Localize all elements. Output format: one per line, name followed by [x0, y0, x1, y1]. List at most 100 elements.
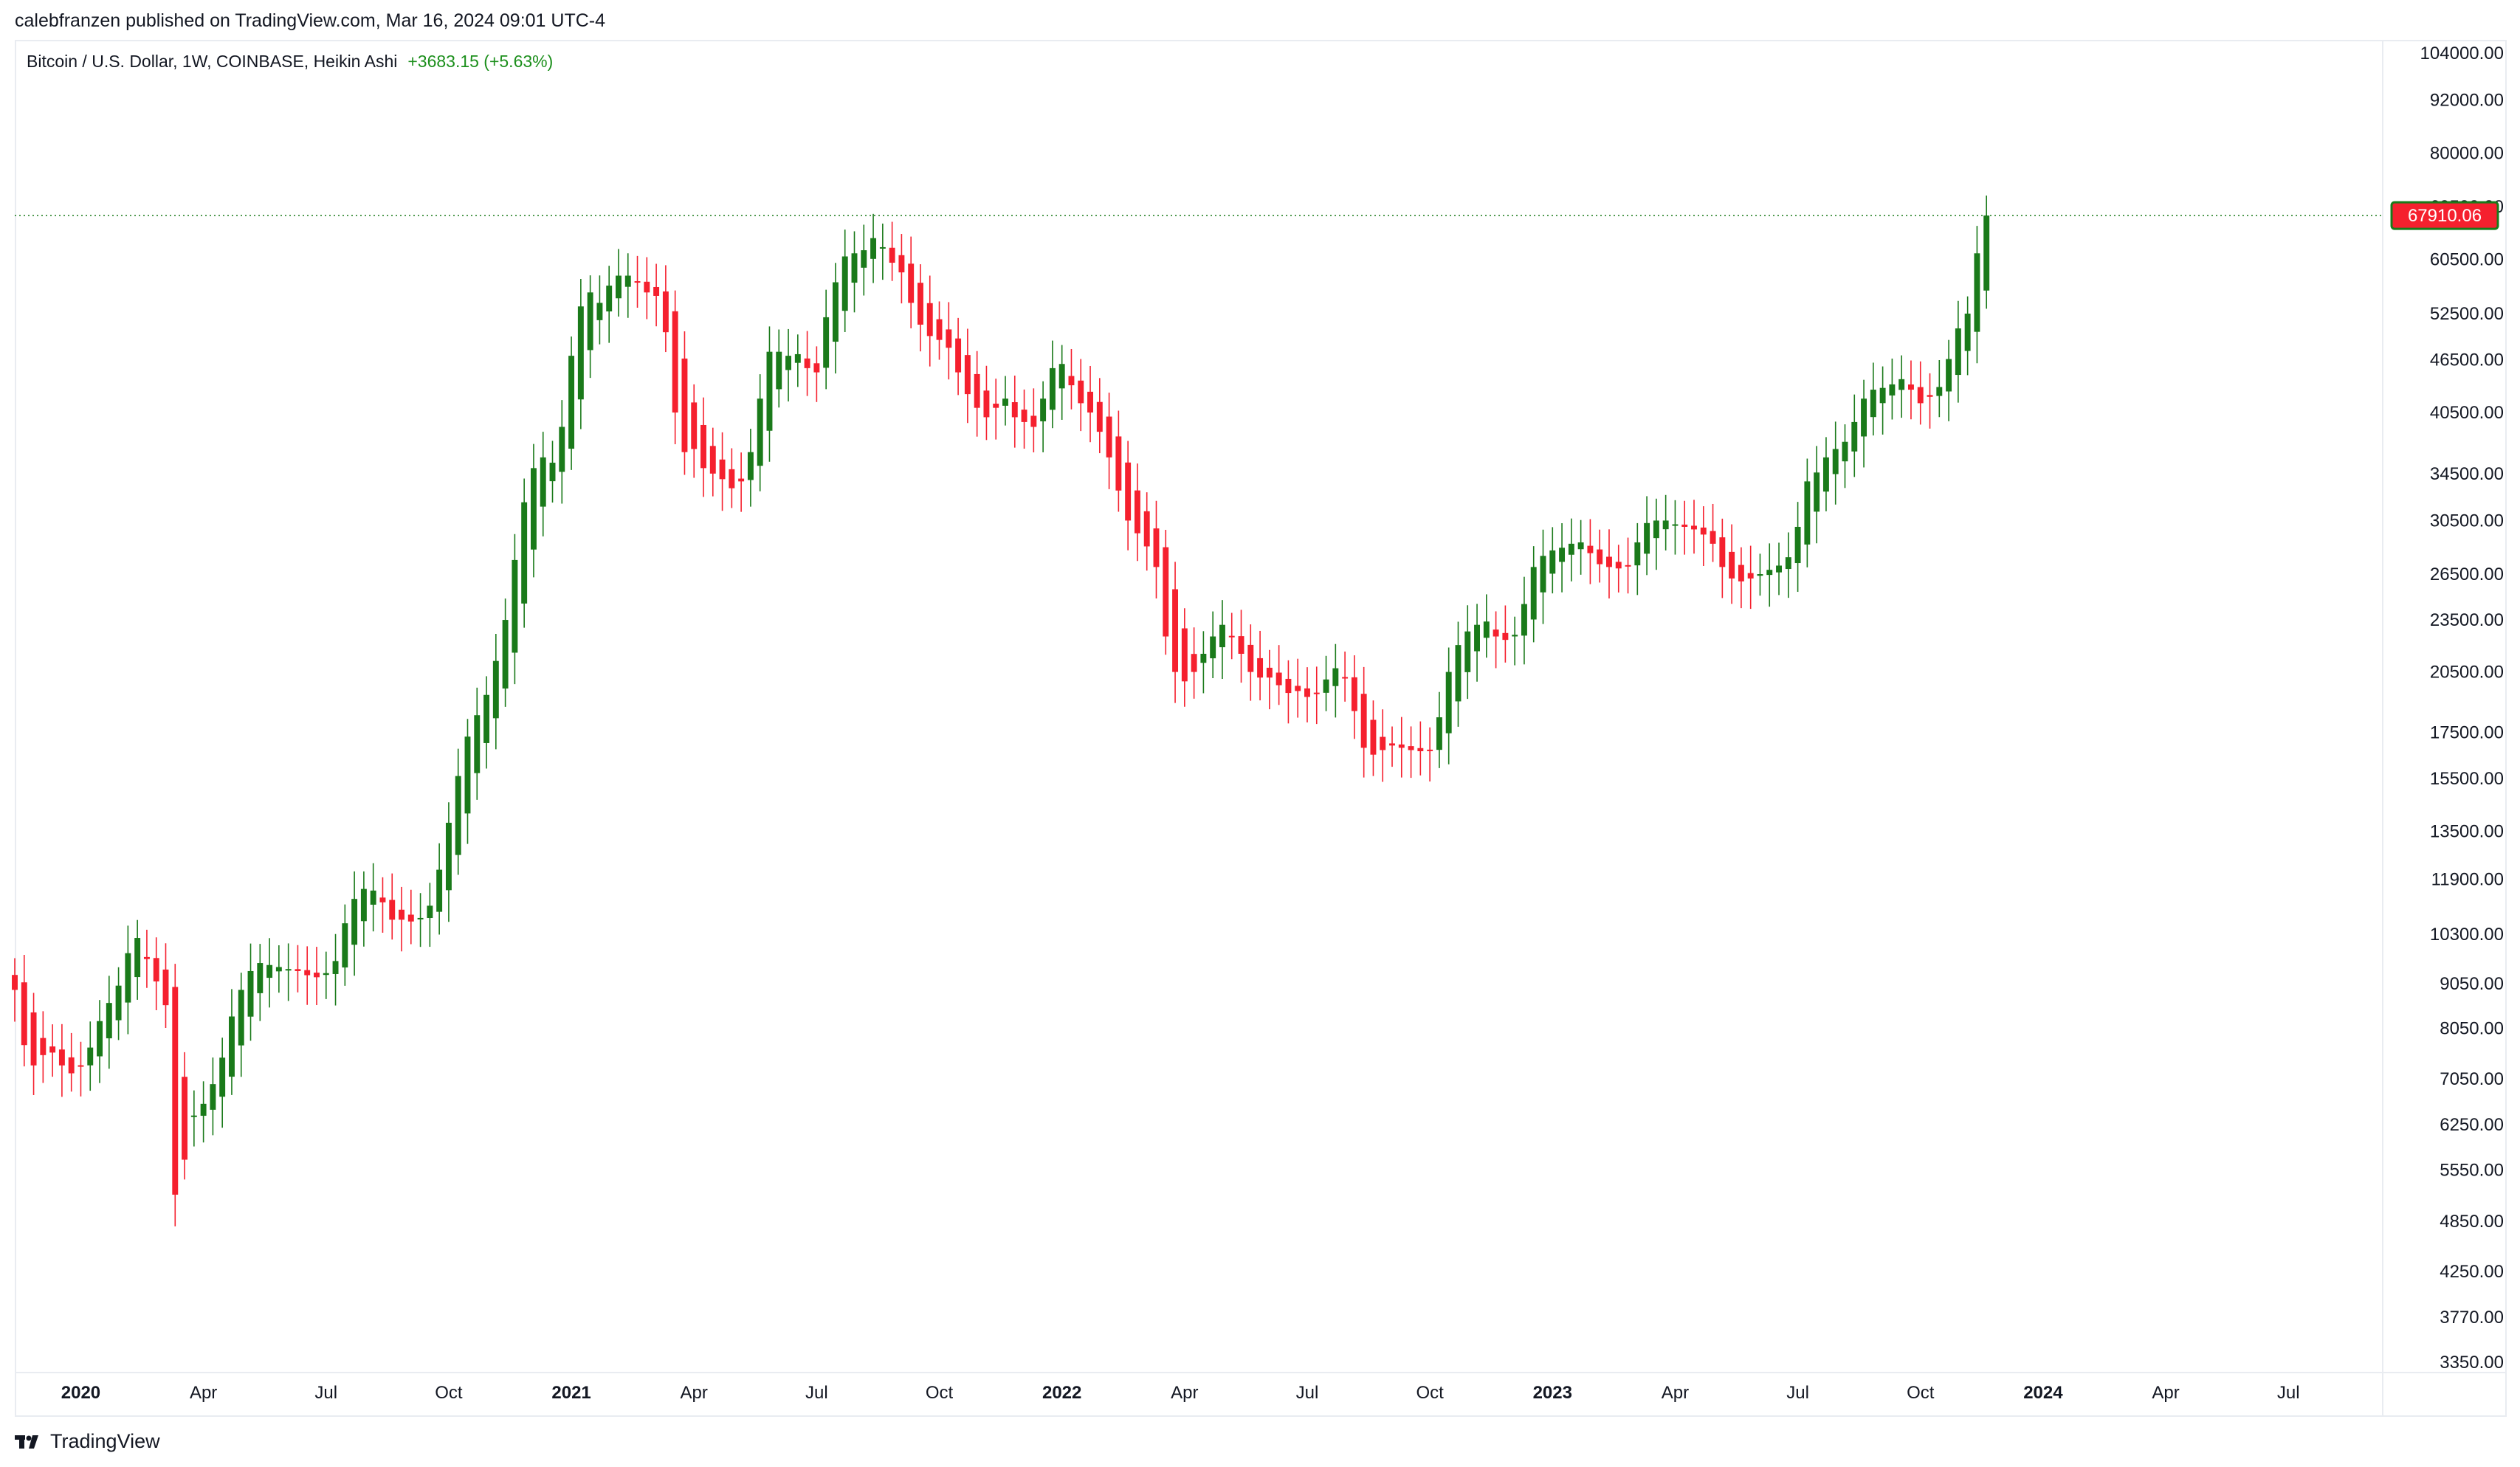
candle-body [68, 1057, 75, 1074]
candle-body [1794, 526, 1801, 564]
candle-body [407, 914, 414, 922]
candle-body [1181, 628, 1188, 682]
time-tick-label: Apr [2152, 1383, 2179, 1403]
chart-frame[interactable] [15, 40, 2507, 1417]
candle-body [662, 291, 669, 333]
price-tick-label: 30500.00 [2430, 511, 2504, 531]
candle-body [1662, 520, 1669, 530]
candle-body [1681, 524, 1688, 527]
price-tick-label: 40500.00 [2430, 403, 2504, 423]
candle-body [351, 899, 358, 945]
candle-body [1058, 364, 1065, 389]
candle-body [492, 660, 499, 719]
price-tick-label: 26500.00 [2430, 565, 2504, 584]
candle-body [1483, 621, 1490, 638]
candle-body [97, 1021, 103, 1057]
price-tick-label: 5550.00 [2440, 1160, 2504, 1180]
candle-body [1087, 391, 1093, 413]
candle-body [1757, 574, 1763, 576]
candle-body [1634, 542, 1641, 566]
candle-body [30, 1012, 37, 1066]
candle-body [1700, 527, 1707, 535]
price-tick-label: 11900.00 [2431, 869, 2504, 889]
candle-body [1360, 694, 1367, 748]
price-tick-label: 17500.00 [2430, 722, 2504, 742]
candle-body [606, 286, 613, 312]
symbol-description: Bitcoin / U.S. Dollar, 1W, COINBASE, Hei… [27, 52, 398, 71]
candle-body [332, 961, 339, 974]
candle-body [502, 620, 509, 689]
price-tick-label: 92000.00 [2430, 90, 2504, 110]
candle-body [1285, 678, 1292, 694]
candle-body [512, 559, 518, 653]
price-tick-label: 10300.00 [2430, 925, 2504, 945]
candle-body [946, 329, 952, 348]
candle-body [455, 776, 461, 855]
candle-body [78, 1065, 84, 1067]
candle-body [700, 424, 706, 469]
candle-body [1332, 668, 1339, 686]
candle-body [134, 938, 141, 978]
price-axis[interactable]: 104000.0092000.0080000.0069500.0060500.0… [2420, 44, 2504, 1373]
candle-body [1568, 543, 1574, 555]
price-tick-label: 4850.00 [2440, 1212, 2504, 1232]
price-change: +3683.15 (+5.63%) [407, 52, 554, 71]
candle-body [1247, 644, 1254, 672]
candle-body [634, 281, 641, 283]
candle-body [577, 306, 584, 400]
candle-body [143, 956, 150, 959]
candle-body [1436, 717, 1442, 750]
candle-body [389, 900, 396, 920]
candle-body [1927, 395, 1933, 397]
candle-body [323, 973, 329, 976]
candle-body [304, 970, 311, 976]
current-price-badge: 67910.06 [2390, 201, 2499, 230]
candle-body [285, 969, 292, 971]
candle-body [1134, 490, 1140, 534]
candle-body [1691, 525, 1697, 530]
candle-body [1342, 677, 1349, 679]
candle-body [1577, 542, 1584, 550]
candle-body [1653, 520, 1659, 539]
candle-body [1512, 635, 1518, 637]
candle-body [729, 469, 735, 489]
candle-body [549, 463, 556, 482]
candle-body [1842, 441, 1848, 462]
candle-body [1078, 380, 1084, 404]
candle-body [1766, 570, 1773, 576]
candle-body [1832, 449, 1839, 474]
candle-body [1295, 686, 1301, 691]
candle-body [898, 255, 905, 273]
candle-body [1125, 462, 1132, 521]
candle-body [1747, 573, 1754, 579]
candle-body [1955, 328, 1961, 376]
tradingview-logo-icon [15, 1434, 44, 1450]
candle-body [776, 351, 782, 390]
candle-body [926, 303, 933, 336]
candle-body [1672, 524, 1679, 526]
candle-body [823, 317, 830, 368]
candle-body [1276, 672, 1282, 686]
candle-body [342, 923, 348, 968]
candle-body [813, 363, 820, 373]
candle-body [1238, 636, 1244, 654]
candle-body [1974, 253, 1980, 332]
candle-body [182, 1077, 188, 1160]
candle-body [785, 356, 791, 370]
candle-body [1389, 743, 1395, 746]
candle-body [568, 356, 575, 449]
candle-body [1710, 531, 1716, 544]
time-tick-label: Apr [1662, 1383, 1689, 1403]
candle-body [1115, 436, 1122, 491]
candle-body [115, 985, 122, 1021]
candle-body [370, 890, 376, 905]
time-axis[interactable]: 2020 Apr Jul Oct 2021 Apr Jul Oct 2022 Apr Jul Oct 2… [61, 1383, 2300, 1403]
candle-body [125, 953, 131, 1003]
price-tick-label: 23500.00 [2430, 610, 2504, 630]
candle-body [295, 969, 301, 971]
price-badge-label: 67910.06 [2408, 206, 2482, 226]
price-tick-label: 3770.00 [2440, 1308, 2504, 1328]
candle-body [1644, 522, 1650, 554]
tradingview-footer[interactable]: TradingView [15, 1430, 160, 1453]
